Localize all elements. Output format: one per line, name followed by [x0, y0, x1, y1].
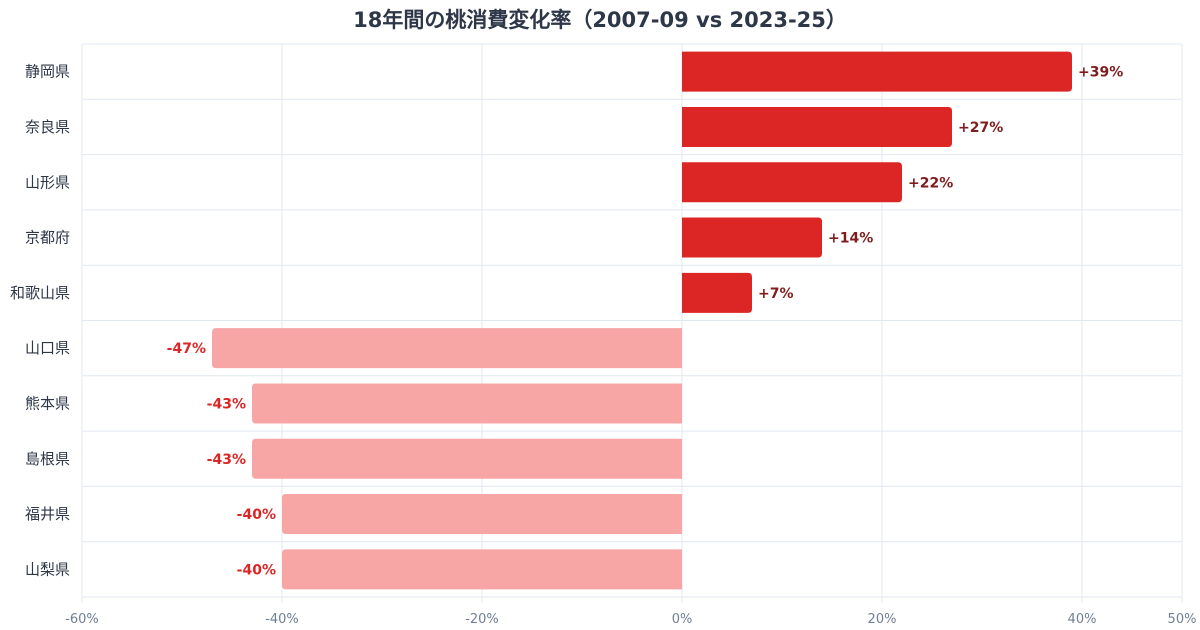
value-label: -40% — [237, 562, 276, 578]
value-label: -40% — [237, 507, 276, 523]
category-label: 福井県 — [25, 505, 70, 523]
value-label: +7% — [758, 286, 794, 302]
bar-10 — [282, 549, 682, 590]
category-label: 山口県 — [25, 339, 70, 357]
bar-6 — [212, 328, 682, 369]
bar-2 — [682, 106, 952, 147]
bar-8 — [252, 438, 682, 479]
x-tick-label: -60% — [65, 612, 99, 627]
bar-7 — [252, 383, 682, 424]
value-label: +14% — [828, 231, 873, 247]
x-tick-label: 50% — [1168, 612, 1197, 627]
bar-9 — [282, 494, 682, 535]
x-tick-label: 0% — [672, 612, 693, 627]
category-label: 京都府 — [25, 229, 70, 247]
labels: -60% -40% -20% 0% 20% 40% 50% 静岡県 +39% 奈良県 +27% 山形県… — [10, 63, 1196, 627]
bar-4 — [682, 217, 822, 258]
bar-1 — [682, 51, 1072, 92]
category-label: 島根県 — [25, 450, 70, 468]
value-label: +39% — [1078, 65, 1123, 81]
category-label: 熊本県 — [25, 394, 70, 412]
x-tick-label: 20% — [868, 612, 897, 627]
x-tick-label: 40% — [1068, 612, 1097, 627]
bars — [212, 51, 1072, 590]
value-label: -43% — [207, 452, 246, 468]
value-label: +22% — [908, 175, 953, 191]
bar-5 — [682, 272, 752, 313]
chart-title: 18年間の桃消費変化率（2007-09 vs 2023-25） — [353, 8, 847, 32]
value-label: -43% — [207, 396, 246, 412]
value-label: -47% — [167, 341, 206, 357]
category-label: 山形県 — [25, 173, 70, 191]
category-label: 和歌山県 — [10, 284, 70, 302]
category-label: 山梨県 — [25, 560, 70, 578]
category-label: 静岡県 — [25, 63, 70, 81]
category-label: 奈良県 — [25, 118, 70, 136]
x-tick-label: -20% — [465, 612, 499, 627]
bar-3 — [682, 162, 902, 203]
value-label: +27% — [958, 120, 1003, 136]
x-tick-label: -40% — [265, 612, 299, 627]
